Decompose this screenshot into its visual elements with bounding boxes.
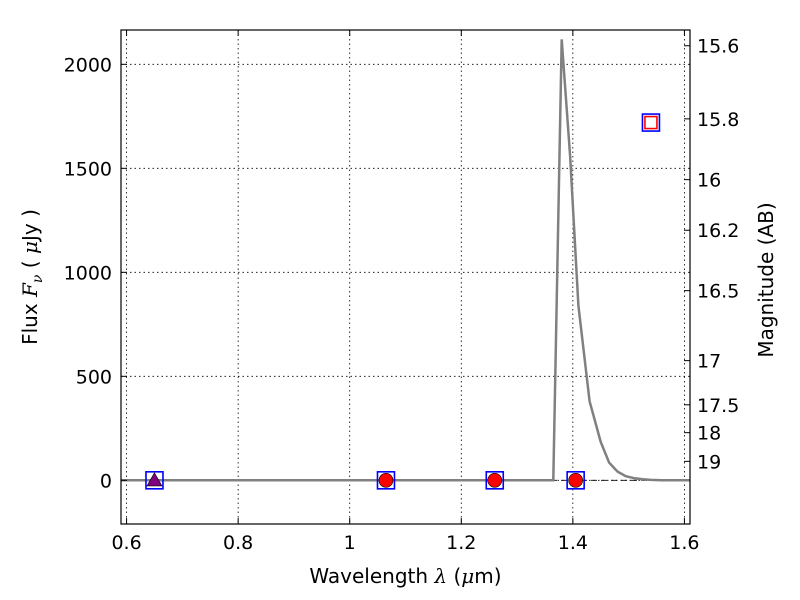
- model-spectrum-line: [121, 39, 690, 482]
- y-axis-label: Flux Fν ( μJy ): [18, 209, 46, 345]
- ticks-layer: 0.6 0.8 1 1.2 1.4 1.6 0 500 1000 1500 2000 15.6 15.8…: [64, 30, 739, 554]
- plot-frame: [120, 29, 691, 525]
- observed-flux-point: [487, 473, 503, 488]
- y-tick-label: 1500: [64, 158, 112, 180]
- triangle-flux-marker: [146, 472, 163, 487]
- y-tick-label: 1000: [64, 262, 112, 284]
- x-tick-label: 1.2: [446, 532, 476, 554]
- model-flux-square-marker: [145, 471, 164, 490]
- model-flux-square-marker: [485, 471, 505, 490]
- x-tick-label: 0.8: [223, 532, 253, 554]
- x-tick-label: 1: [344, 532, 356, 554]
- mag-tick-label: 17.5: [697, 395, 739, 417]
- y-tick-label: 500: [76, 366, 112, 388]
- x-tick-label: 1.4: [558, 532, 588, 554]
- mag-tick-label: 15.8: [697, 109, 739, 131]
- x-tick-label: 1.6: [669, 532, 699, 554]
- x-axis-label: Wavelength λ (μm): [309, 564, 501, 588]
- y-tick-label: 2000: [64, 54, 112, 76]
- observed-flux-point: [568, 473, 583, 488]
- mag-tick-label: 16.2: [697, 220, 739, 242]
- model-flux-square-marker: [641, 113, 661, 132]
- y-tick-label: 0: [100, 470, 112, 492]
- series-layer: [121, 39, 690, 490]
- observed-flux-point: [378, 473, 394, 488]
- mag-tick-label: 19: [697, 451, 721, 473]
- mag-tick-label: 15.6: [697, 36, 739, 58]
- right-axis-label: Magnitude (AB): [754, 202, 778, 357]
- x-tick-label: 0.6: [111, 532, 141, 554]
- upper-limit-square-marker: [644, 115, 658, 130]
- model-flux-square-marker: [566, 471, 585, 490]
- mag-tick-label: 16: [697, 170, 721, 192]
- mag-tick-label: 16.5: [697, 281, 739, 303]
- mag-tick-label: 17: [697, 351, 721, 373]
- model-flux-square-marker: [376, 471, 396, 490]
- mag-tick-label: 18: [697, 423, 721, 445]
